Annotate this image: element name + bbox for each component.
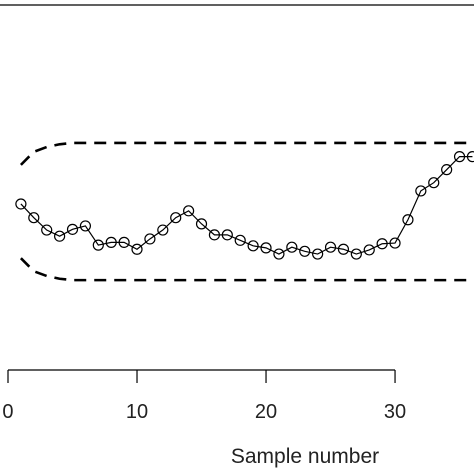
- point: [28, 212, 40, 224]
- point: [105, 236, 117, 248]
- point: [247, 240, 259, 252]
- point: [15, 198, 27, 210]
- point: [389, 237, 401, 249]
- point: [131, 243, 143, 255]
- point: [170, 212, 182, 224]
- point: [337, 243, 350, 255]
- point: [54, 230, 66, 242]
- point: [157, 224, 169, 236]
- point: [428, 177, 440, 189]
- x-tick-label: 30: [384, 401, 406, 423]
- point: [453, 151, 466, 163]
- x-tick-label: 10: [126, 401, 148, 423]
- point: [466, 151, 474, 163]
- limit-line: [19, 141, 473, 166]
- point: [441, 164, 453, 176]
- point: [415, 185, 427, 197]
- point: [402, 214, 414, 226]
- point: [195, 218, 208, 230]
- point: [363, 244, 375, 256]
- point: [260, 242, 272, 254]
- point: [92, 239, 104, 251]
- point: [208, 229, 221, 241]
- point: [183, 205, 195, 217]
- point: [221, 229, 233, 241]
- point: [312, 248, 324, 260]
- point: [376, 238, 388, 250]
- point: [41, 224, 53, 236]
- limit-line: [19, 257, 473, 282]
- point: [350, 248, 362, 260]
- x-tick-label: 20: [255, 401, 277, 423]
- point: [299, 245, 311, 257]
- point: [234, 234, 246, 246]
- point: [144, 233, 156, 245]
- point: [324, 241, 337, 253]
- point: [66, 223, 79, 235]
- x-axis-label: Sample number: [231, 445, 379, 468]
- point: [118, 236, 130, 248]
- series-line: [20, 156, 473, 255]
- point: [286, 241, 298, 253]
- point: [79, 220, 92, 232]
- point: [273, 248, 285, 260]
- x-tick-label: 0: [2, 401, 13, 423]
